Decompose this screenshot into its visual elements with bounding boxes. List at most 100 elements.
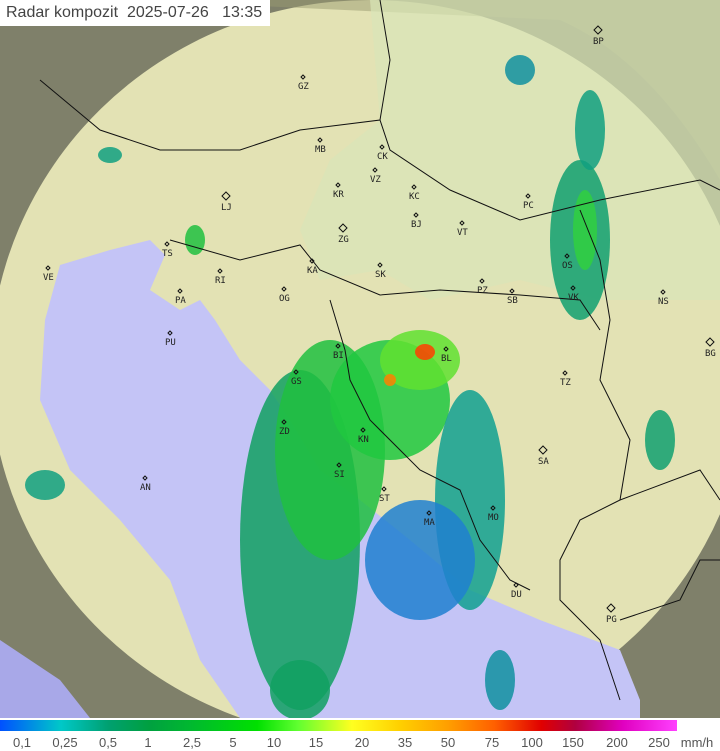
city-label: BI xyxy=(333,351,344,361)
title-label: Radar kompozit xyxy=(6,4,119,21)
city-label: MA xyxy=(424,518,435,528)
city-label: TS xyxy=(162,249,173,259)
legend-tick: 50 xyxy=(440,735,456,750)
city-label: ZG xyxy=(338,235,349,245)
city-marker-icon xyxy=(45,265,51,271)
city-si: SI xyxy=(334,462,345,480)
city-label: BJ xyxy=(411,220,422,230)
city-label: PA xyxy=(175,296,186,306)
city-kr: KR xyxy=(333,182,344,200)
city-label: PC xyxy=(523,201,534,211)
rain-cell xyxy=(185,225,205,255)
city-pc: PC xyxy=(523,193,534,211)
city-marker-icon xyxy=(317,137,323,143)
city-kc: KC xyxy=(409,184,420,202)
city-ns: NS xyxy=(658,289,669,307)
city-label: SI xyxy=(334,470,345,480)
city-label: SK xyxy=(375,270,386,280)
city-bp: BP xyxy=(593,25,604,47)
city-ma: MA xyxy=(424,510,435,528)
legend-tick: 250 xyxy=(648,735,670,750)
city-label: GZ xyxy=(298,82,309,92)
legend-unit: mm/h xyxy=(680,735,714,750)
city-lj: LJ xyxy=(221,191,232,213)
city-ve: VE xyxy=(43,265,54,283)
title-date: 2025-07-26 xyxy=(126,4,209,21)
city-gs: GS xyxy=(291,369,302,387)
city-zg: ZG xyxy=(338,223,349,245)
city-marker-icon xyxy=(300,74,306,80)
city-label: DU xyxy=(511,590,522,600)
city-marker-icon xyxy=(177,288,183,294)
rain-cell xyxy=(415,344,435,360)
city-marker-icon xyxy=(217,268,223,274)
city-label: VZ xyxy=(370,175,381,185)
city-pa: PA xyxy=(175,288,186,306)
city-sk: SK xyxy=(375,262,386,280)
city-an: AN xyxy=(140,475,151,493)
city-marker-icon xyxy=(167,330,173,336)
rain-cell xyxy=(270,660,330,718)
city-marker-icon xyxy=(360,427,366,433)
city-label: KA xyxy=(307,266,318,276)
city-du: DU xyxy=(511,582,522,600)
city-marker-icon xyxy=(221,191,231,201)
city-marker-icon xyxy=(335,343,341,349)
city-marker-icon xyxy=(509,288,515,294)
city-tz: TZ xyxy=(560,370,571,388)
city-label: PG xyxy=(606,615,617,625)
city-label: VE xyxy=(43,273,54,283)
rain-cell xyxy=(380,330,460,390)
legend-tick: 0,25 xyxy=(52,735,78,750)
legend-tick: 200 xyxy=(606,735,628,750)
city-marker-icon xyxy=(606,603,616,613)
rain-cell xyxy=(384,374,396,386)
city-label: BP xyxy=(593,37,604,47)
city-vk: VK xyxy=(568,285,579,303)
city-gz: GZ xyxy=(298,74,309,92)
city-bj: BJ xyxy=(411,212,422,230)
city-marker-icon xyxy=(336,462,342,468)
rain-cell xyxy=(485,650,515,710)
city-label: GS xyxy=(291,377,302,387)
legend-tick: 0,1 xyxy=(12,735,32,750)
city-bi: BI xyxy=(333,343,344,361)
city-label: VK xyxy=(568,293,579,303)
city-sa: SA xyxy=(538,445,549,467)
precipitation-layer xyxy=(25,55,675,718)
city-marker-icon xyxy=(562,370,568,376)
city-marker-icon xyxy=(570,285,576,291)
city-pz: PZ xyxy=(477,278,488,296)
city-zd: ZD xyxy=(279,419,290,437)
city-label: KR xyxy=(333,190,344,200)
radar-map: GZ MB CK VZ KR KC LJ ZG BJ VT PC BP TS VE RI KA SK OS NS PA… xyxy=(0,0,720,718)
adriatic-sea xyxy=(40,240,640,718)
city-mb: MB xyxy=(315,137,326,155)
city-marker-icon xyxy=(660,289,666,295)
city-label: KC xyxy=(409,192,420,202)
rain-cell xyxy=(25,470,65,500)
city-label: KN xyxy=(358,435,369,445)
city-label: RI xyxy=(215,276,226,286)
legend-tick: 2,5 xyxy=(182,735,202,750)
legend-tick: 75 xyxy=(484,735,500,750)
legend-tick: 10 xyxy=(266,735,282,750)
city-mo: MO xyxy=(488,505,499,523)
city-marker-icon xyxy=(372,167,378,173)
city-marker-icon xyxy=(335,182,341,188)
city-marker-icon xyxy=(413,212,419,218)
city-kn: KN xyxy=(358,427,369,445)
city-label: PZ xyxy=(477,286,488,296)
city-marker-icon xyxy=(459,220,465,226)
city-label: TZ xyxy=(560,378,571,388)
legend-tick: 100 xyxy=(521,735,543,750)
city-marker-icon xyxy=(479,278,485,284)
city-marker-icon xyxy=(593,25,603,35)
legend-tick: 0,5 xyxy=(98,735,118,750)
city-st: ST xyxy=(379,486,390,504)
city-marker-icon xyxy=(426,510,432,516)
city-marker-icon xyxy=(381,486,387,492)
city-label: ZD xyxy=(279,427,290,437)
city-label: OG xyxy=(279,294,290,304)
city-marker-icon xyxy=(538,445,548,455)
